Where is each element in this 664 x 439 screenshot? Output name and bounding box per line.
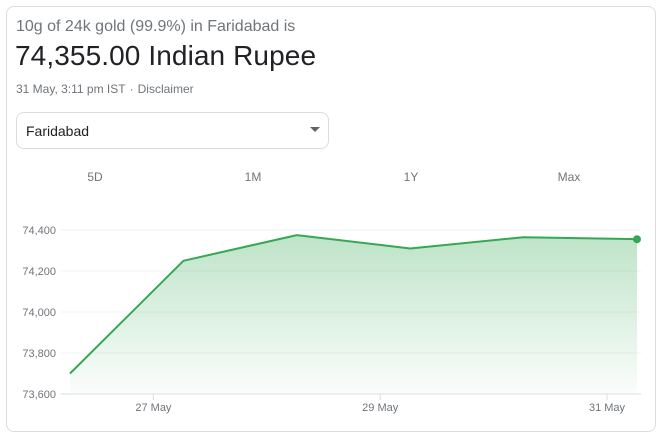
price-value: 74,355.00 Indian Rupee — [15, 40, 317, 71]
headline-text: 10g of 24k gold (99.9%) in Faridabad is — [16, 18, 296, 35]
tab-max[interactable]: Max — [557, 170, 581, 184]
last-data-point[interactable] — [633, 235, 641, 244]
y-tick-label: 74,000 — [22, 307, 56, 319]
tab-5d[interactable]: 5D — [87, 170, 103, 184]
chart-area-group — [70, 235, 637, 394]
location-dropdown-value: Faridabad — [26, 123, 90, 139]
data-point[interactable] — [67, 371, 73, 377]
tab-1m[interactable]: 1M — [244, 170, 262, 184]
series-area — [70, 235, 637, 394]
tab-1y[interactable]: 1Y — [403, 170, 419, 184]
data-point[interactable] — [294, 232, 300, 238]
x-tick-label: 29 May — [362, 402, 399, 414]
timestamp: 31 May, 3:11 pm IST — [16, 82, 126, 96]
disclaimer-link[interactable]: Disclaimer — [137, 82, 194, 96]
chart-x-axis: 27 May 29 May 31 May — [135, 394, 626, 414]
data-point[interactable] — [407, 245, 413, 251]
data-point[interactable] — [180, 258, 186, 264]
chevron-down-icon — [310, 127, 320, 132]
y-tick-label: 73,600 — [22, 389, 56, 401]
x-tick-label: 27 May — [135, 402, 172, 414]
x-tick-label: 31 May — [589, 402, 626, 414]
location-dropdown[interactable]: Faridabad — [16, 112, 329, 149]
meta-separator: · — [129, 82, 134, 96]
chart-line-group — [69, 234, 638, 375]
y-tick-label: 74,400 — [22, 225, 56, 237]
y-tick-label: 74,200 — [22, 266, 56, 278]
chart-points — [67, 232, 641, 377]
y-tick-label: 73,800 — [22, 348, 56, 360]
series-line — [69, 234, 638, 375]
data-point[interactable] — [521, 234, 527, 240]
chart-y-axis: 74,400 74,200 74,000 73,800 73,600 — [22, 225, 56, 401]
price-meta: 31 May, 3:11 pm IST · Disclaimer — [16, 82, 194, 96]
